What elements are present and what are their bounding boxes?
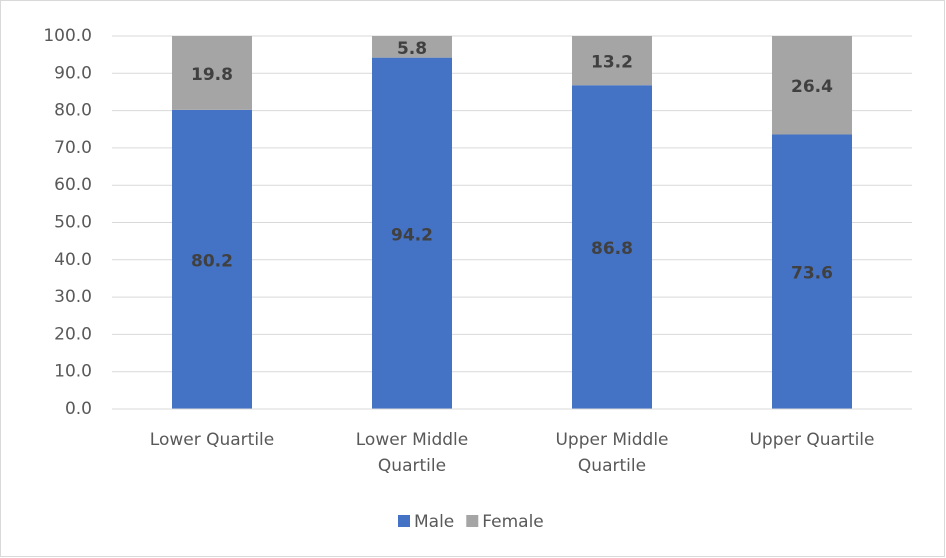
bar-segment [572,36,652,86]
data-label: 19.8 [191,65,233,85]
bar-segment [172,109,252,409]
data-label: 5.8 [397,39,427,59]
x-tick-label: Upper Middle Quartile [555,430,668,476]
y-tick-label: 60.0 [54,175,92,195]
legend-label: Female [482,512,543,532]
y-tick-label: 70.0 [54,138,92,158]
bar-segment [772,36,852,135]
data-label: 13.2 [591,53,633,73]
y-tick-label: 80.0 [54,101,92,121]
y-tick-label: 90.0 [54,63,92,83]
x-tick-label: Lower Middle Quartile [356,430,468,476]
bar-segment [372,57,452,409]
y-tick-label: 0.0 [65,399,92,419]
legend-swatch [398,515,410,527]
legend-label: Male [414,512,454,532]
y-tick-label: 20.0 [54,324,92,344]
y-tick-label: 100.0 [43,26,92,46]
y-tick-label: 10.0 [54,362,92,382]
y-tick-label: 40.0 [54,250,92,270]
bar-segment [372,36,452,58]
bar-segment [572,85,652,410]
bar-segment [172,36,252,110]
data-label: 26.4 [791,77,833,97]
data-label: 94.2 [391,225,433,245]
x-tick-label: Upper Quartile [749,430,874,450]
legend-swatch [466,515,479,527]
y-tick-label: 50.0 [54,213,92,233]
data-label: 86.8 [591,239,633,259]
bar-segment [772,134,852,410]
data-label: 80.2 [191,251,233,271]
data-label: 73.6 [791,264,833,284]
x-tick-label: Lower Quartile [150,430,274,450]
y-tick-label: 30.0 [54,287,92,307]
